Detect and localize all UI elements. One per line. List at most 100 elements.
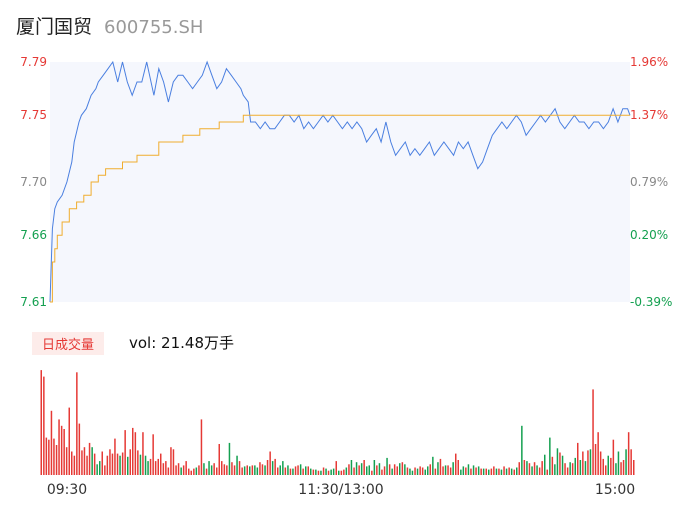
volume-bar [495, 468, 498, 475]
volume-bar [350, 460, 353, 475]
volume-bar [277, 467, 279, 475]
volume-bar [607, 455, 609, 475]
volume-bar [58, 419, 60, 475]
volume-bar [93, 453, 96, 475]
volume-bar [249, 466, 251, 475]
volume-bar [376, 465, 378, 475]
time-tick-label: 11:30/13:00 [298, 482, 384, 498]
volume-bar [439, 458, 442, 475]
volume-bar [261, 464, 264, 475]
volume-bar [429, 464, 431, 475]
volume-bar [559, 452, 561, 475]
volume-bar [307, 466, 309, 475]
volume-bar [317, 470, 320, 475]
volume-bar [48, 439, 50, 475]
volume-bar [200, 419, 203, 475]
volume-bar [175, 465, 177, 475]
volume-bar [577, 442, 579, 475]
volume-bar [477, 466, 480, 475]
volume-bar [236, 455, 238, 475]
volume-bar [142, 432, 144, 475]
time-tick-label: 15:00 [594, 482, 636, 498]
volume-bar [421, 467, 424, 475]
price-tick-label: 7.66 [20, 228, 47, 243]
volume-bar [284, 467, 287, 475]
volume-bar [147, 461, 149, 475]
volume-bar [305, 466, 307, 475]
volume-bar [378, 463, 381, 475]
volume-bar [332, 468, 335, 475]
pct-tick-label: 1.96% [630, 55, 669, 69]
volume-bar [633, 460, 635, 475]
volume-bar [371, 470, 373, 475]
average-price-line [50, 114, 630, 303]
volume-bar [216, 467, 218, 475]
volume-bar [76, 372, 78, 475]
volume-bar [510, 468, 513, 475]
volume-bar [353, 467, 355, 475]
volume-bar [505, 468, 508, 475]
volume-bar [121, 452, 124, 475]
volume-bar [289, 468, 292, 475]
volume-bar [330, 469, 332, 475]
volume-bar [406, 467, 409, 475]
volume-bar [177, 463, 180, 475]
volume-bar [546, 469, 548, 475]
volume-bar [488, 469, 490, 475]
volume-bar [40, 370, 42, 475]
price-panel-background [50, 62, 630, 302]
volume-bar [554, 464, 556, 475]
volume-bar [518, 462, 520, 475]
volume-bar [180, 467, 182, 475]
volume-bar [124, 430, 126, 475]
volume-bar [170, 447, 172, 475]
volume-bar [599, 451, 602, 475]
volume-bar [399, 463, 401, 475]
volume-bar [579, 460, 582, 475]
volume-bar [617, 451, 620, 475]
volume-bar [266, 460, 269, 475]
volume-bar [391, 468, 393, 475]
pct-tick-label: 1.37% [630, 108, 669, 123]
volume-bar [561, 455, 564, 475]
volume-bar [409, 468, 411, 475]
volume-bar [335, 461, 337, 475]
volume-bar [195, 467, 198, 475]
volume-bar [271, 461, 274, 475]
volume-bar [414, 467, 416, 475]
volume-bar [144, 455, 147, 475]
volume-bar [358, 465, 360, 475]
volume-bar [78, 423, 81, 475]
volume-bar [228, 442, 231, 475]
volume-bar [455, 453, 457, 475]
volume-bar [338, 470, 340, 475]
volume-bar [104, 465, 106, 475]
volume-bar [96, 464, 98, 475]
volume-bar [500, 469, 503, 475]
volume-bar [91, 447, 93, 475]
volume-bar [612, 439, 615, 475]
volume-bar [533, 462, 536, 475]
volume-bar [592, 389, 594, 475]
volume-bar [274, 458, 276, 475]
volume-bar [106, 455, 109, 475]
volume-bar [68, 407, 70, 475]
volume-bar [213, 463, 215, 475]
volume-bar [111, 453, 114, 475]
volume-bar [597, 432, 599, 475]
volume-bar [81, 450, 83, 475]
volume-bar [528, 463, 531, 475]
volume-bar [154, 461, 157, 475]
volume-bar [116, 453, 119, 475]
volume-bar [610, 457, 612, 475]
volume-panel [40, 370, 635, 476]
volume-bar [589, 449, 592, 475]
volume-bar [498, 468, 500, 475]
volume-bar [625, 449, 627, 475]
volume-bar [246, 465, 248, 475]
volume-bar [442, 466, 444, 475]
volume-bar [264, 465, 266, 475]
volume-bar [182, 465, 185, 475]
volume-bar [396, 466, 398, 475]
volume-bar [366, 466, 368, 475]
